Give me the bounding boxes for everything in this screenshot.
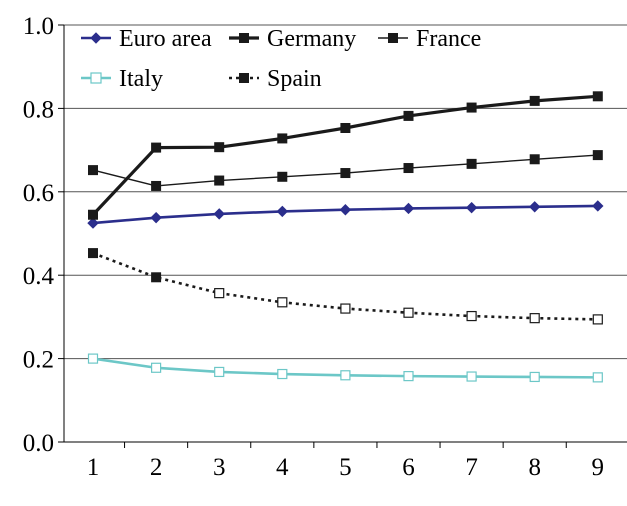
data-point-spain [277,297,288,308]
data-point-spain [88,248,98,259]
data-point-spain [529,313,540,324]
x-axis-ticks: 1 2 3 4 5 6 7 8 9 [87,442,604,481]
series-germany [88,91,603,220]
data-point-france [403,163,414,174]
series-france [88,150,603,191]
data-point-euro-area [465,201,478,214]
legend-item-spain: Spain [229,66,322,92]
data-point-italy [466,371,477,382]
legend-item-euro-area: Euro area [81,26,212,52]
data-point-euro-area [213,208,225,220]
data-point-italy [340,370,351,381]
data-point-euro-area [528,201,541,213]
data-point-france [88,165,98,176]
data-point-france [592,150,603,161]
x-tick-label-9: 9 [592,454,605,481]
legend-marker-germany [239,33,249,43]
data-point-germany [529,95,540,106]
legend-label-euro-area: Euro area [119,26,212,52]
data-point-germany [151,142,162,153]
y-axis-ticks: 0.0 0.2 0.4 0.6 0.8 1.0 [23,13,64,457]
y-tick-label-0.4: 0.4 [23,263,55,290]
data-point-euro-area [87,217,99,229]
x-tick-label-8: 8 [528,454,541,481]
data-point-italy [592,372,603,383]
data-point-france [340,168,351,179]
data-point-italy [277,368,288,380]
data-point-euro-area [150,211,162,224]
legend-item-italy: Italy [81,66,163,92]
x-tick-label-6: 6 [402,454,415,481]
legend-marker-italy [90,72,102,84]
data-point-spain [592,314,603,325]
x-tick-label-3: 3 [213,454,226,481]
data-point-france [151,180,162,191]
data-point-germany [88,209,98,220]
data-point-germany [277,133,288,144]
data-point-germany [214,142,225,153]
data-point-germany [340,122,351,133]
data-point-euro-area [592,200,604,212]
data-point-spain [466,310,477,322]
data-point-italy [214,366,225,378]
data-point-italy [403,371,414,382]
y-tick-label-0.6: 0.6 [23,180,54,207]
series-spain [88,248,603,325]
y-tick-label-0.2: 0.2 [23,347,54,374]
series-italy [87,353,603,383]
data-point-euro-area [402,202,415,215]
data-point-germany [466,102,477,113]
data-point-italy [529,371,540,383]
data-point-spain [403,307,414,318]
data-point-spain [214,288,225,299]
legend-label-italy: Italy [119,66,163,92]
x-tick-label-1: 1 [87,454,100,481]
y-tick-label-0.0: 0.0 [23,430,54,457]
x-tick-label-7: 7 [465,454,478,481]
data-point-germany [403,110,414,121]
legend-label-germany: Germany [267,26,356,52]
series-euro-area [87,200,604,229]
x-tick-label-2: 2 [150,454,163,481]
data-point-euro-area [276,205,289,218]
legend: Euro area Germany France Italy Spain [81,26,481,92]
legend-marker-spain [239,73,249,83]
data-point-france [466,158,477,169]
data-point-france [277,171,288,182]
x-tick-label-5: 5 [339,454,352,481]
series-group [87,91,604,383]
legend-marker-france [388,33,398,43]
series-line-germany [91,94,598,216]
data-point-italy [151,362,162,373]
data-point-italy [87,353,99,364]
data-point-france [214,175,225,186]
data-point-spain [340,303,351,314]
legend-item-germany: Germany [229,26,356,52]
legend-marker-euro-area [90,32,102,44]
data-point-spain [151,272,162,283]
legend-label-france: France [416,26,481,52]
axes [63,25,627,443]
legend-item-france: France [378,26,481,52]
y-tick-label-0.8: 0.8 [23,96,54,123]
y-tick-label-1.0: 1.0 [23,13,54,40]
data-point-germany [592,91,603,102]
x-tick-label-4: 4 [276,454,289,481]
data-point-france [529,154,540,165]
data-point-euro-area [339,204,352,216]
legend-label-spain: Spain [267,66,322,92]
